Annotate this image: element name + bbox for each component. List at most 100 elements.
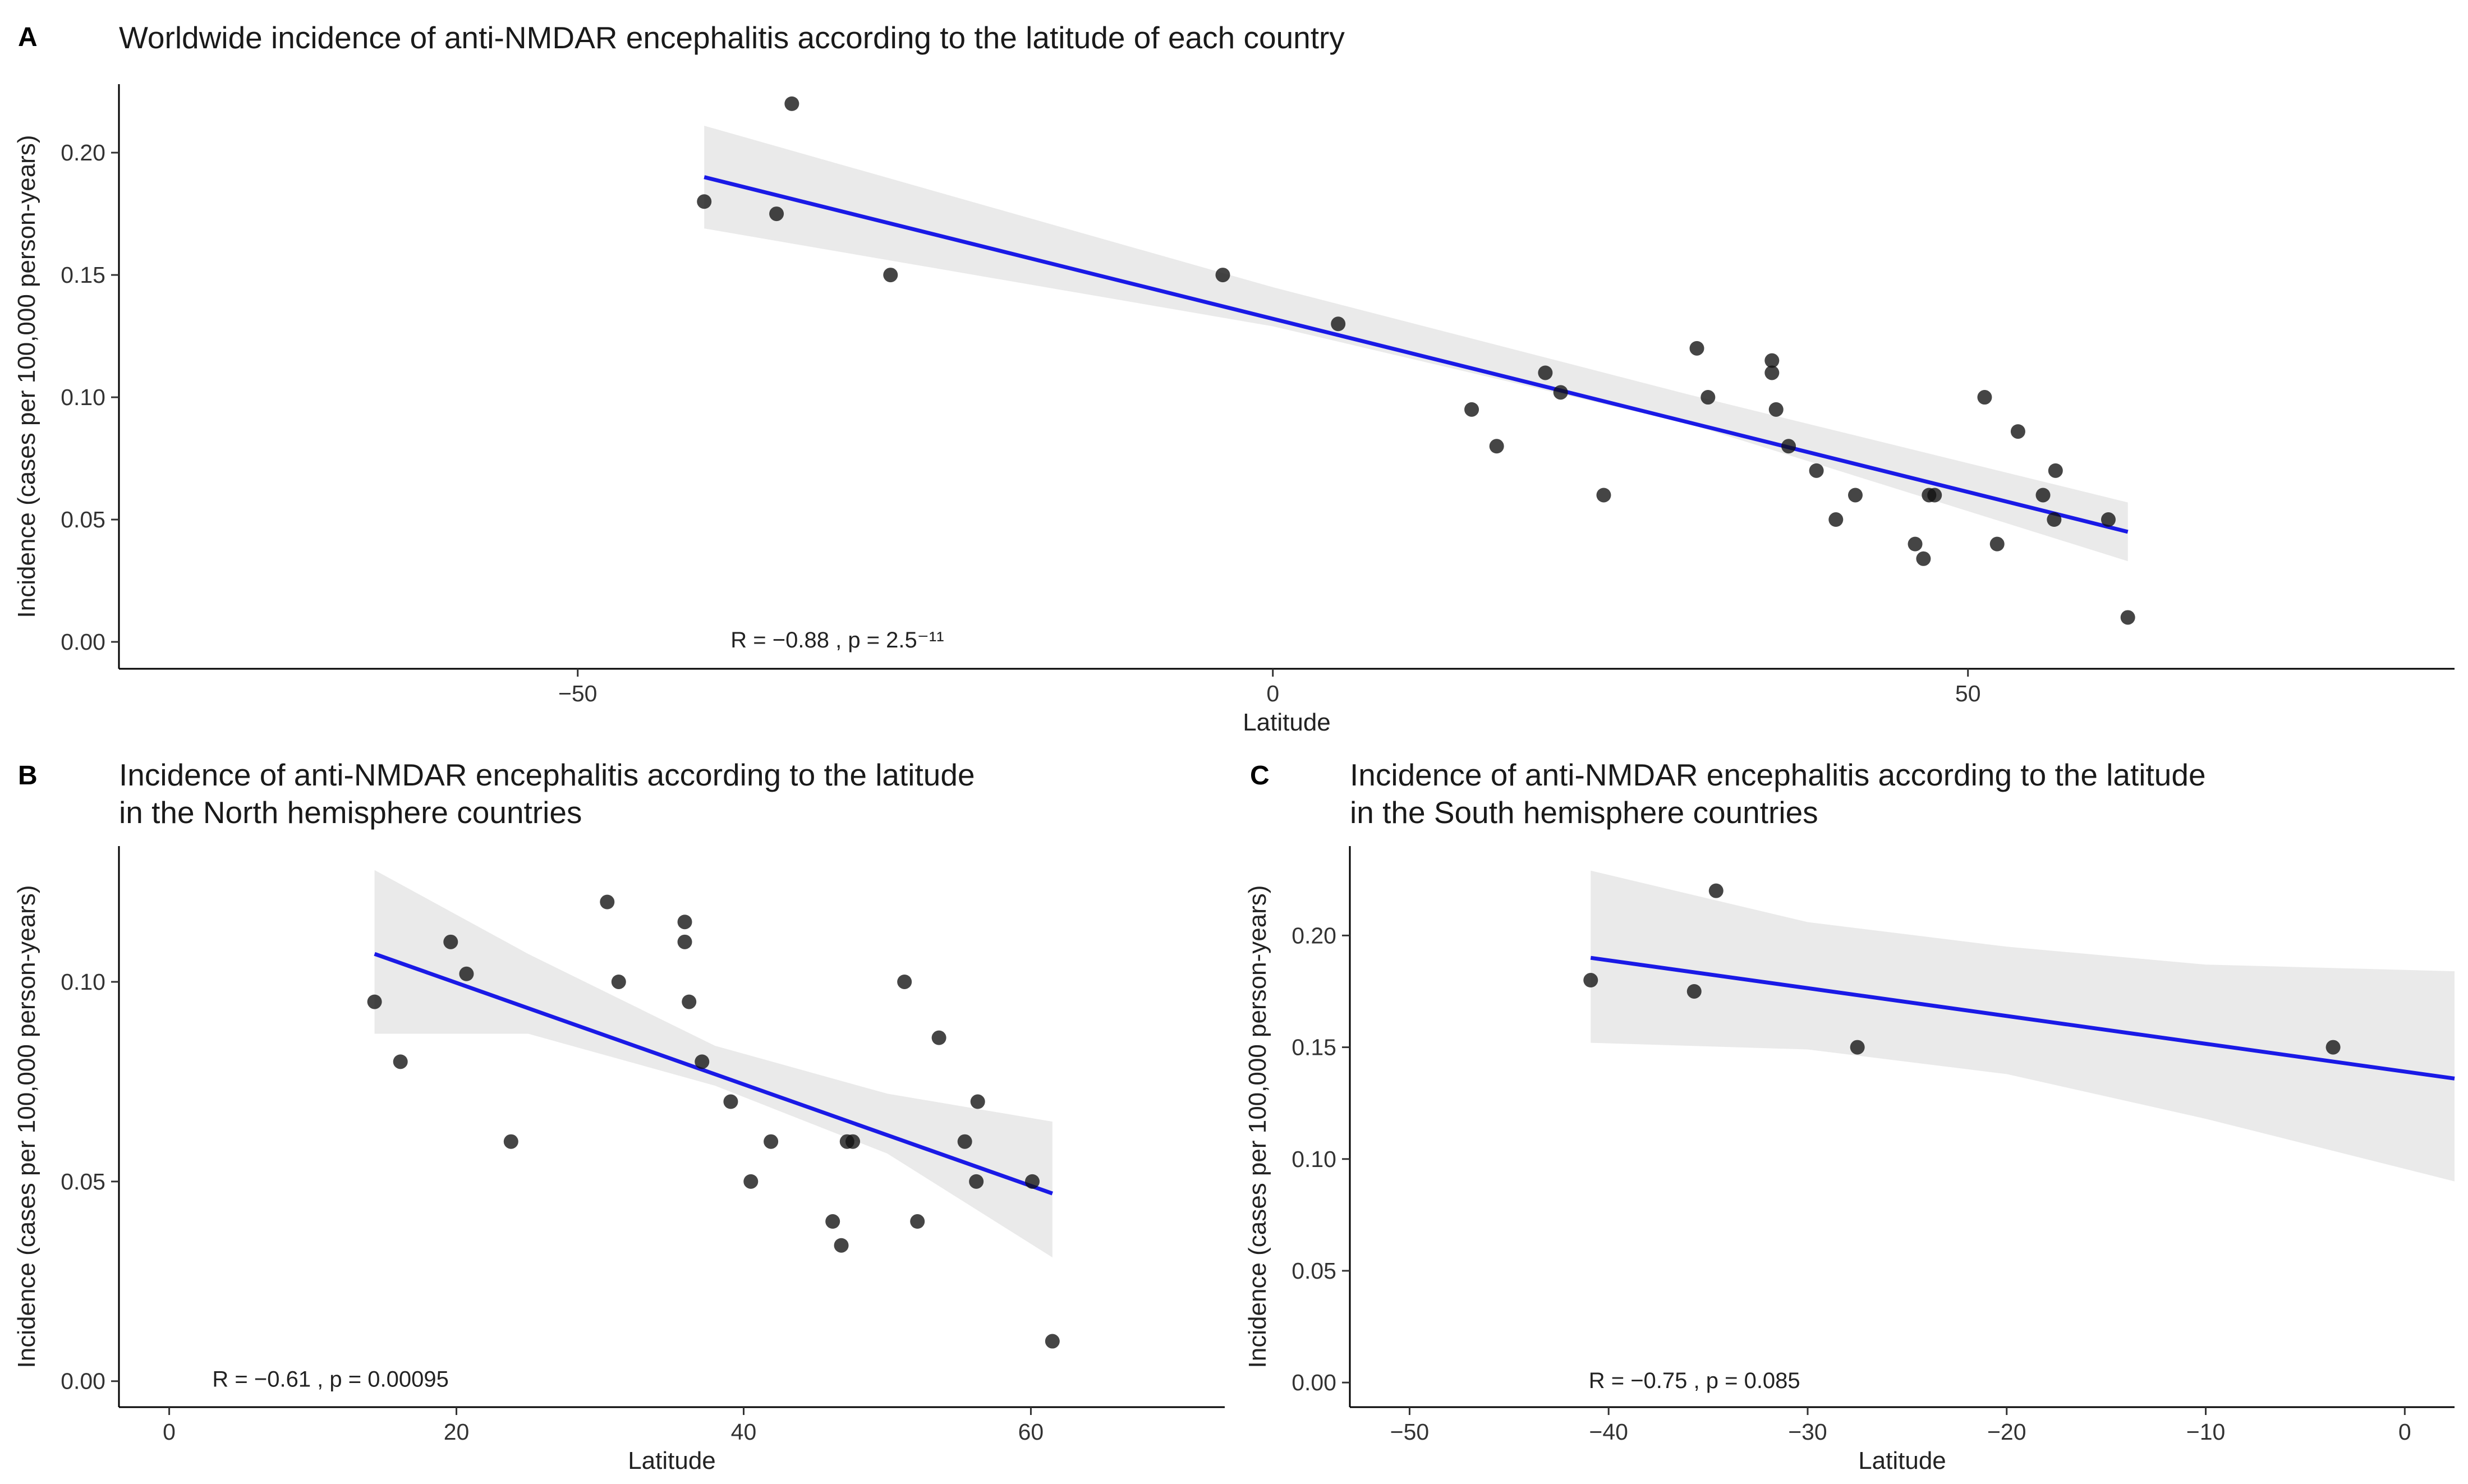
panel-c-confidence-band (1591, 870, 2455, 1182)
panel-c-x-tick-label-0: −50 (1390, 1419, 1430, 1445)
panel-b-data-point-23 (969, 1174, 984, 1189)
panel-a-data-point-15 (1768, 402, 1784, 417)
panel-b-y-tick-label-0: 0.00 (61, 1368, 105, 1394)
panel-a-data-point-14 (1764, 365, 1780, 380)
panel-a-data-point-25 (1989, 536, 2005, 552)
panel-b-data-point-14 (825, 1214, 840, 1229)
panel-a-data-point-10 (1596, 488, 1611, 503)
panel-letter-b: B (18, 761, 38, 791)
panel-b-x-axis-title: Latitude (628, 1447, 716, 1474)
panel-a-data-point-19 (1847, 488, 1863, 503)
panel-letter-c: C (1250, 761, 1270, 791)
panel-c-x-tick-label-1: −40 (1589, 1419, 1628, 1445)
panel-a-data-point-4 (1215, 268, 1230, 283)
panel-a-data-point-17 (1809, 463, 1824, 478)
panel-b-data-point-0 (367, 994, 382, 1009)
panel-a-y-tick-label-2: 0.10 (61, 384, 105, 410)
panel-a-data-point-20 (1908, 536, 1923, 552)
panel-a-y-axis-title: Incidence (cases per 100,000 person-year… (13, 135, 40, 618)
panel-a-correlation-label: R = −0.88 , p = 2.5⁻¹¹ (730, 628, 944, 653)
panel-c-data-point-2 (1708, 883, 1724, 898)
panel-b-title-line-2: in the North hemisphere countries (119, 795, 582, 830)
panel-b-data-point-1 (393, 1054, 408, 1069)
panel-a-data-point-12 (1701, 390, 1716, 405)
panel-b-x-tick-label-1: 20 (444, 1419, 470, 1445)
panel-a-data-point-21 (1916, 551, 1931, 566)
panel-b-y-tick-label-1: 0.05 (61, 1169, 105, 1194)
panel-b-data-point-8 (677, 934, 692, 949)
panel-a-data-point-11 (1689, 341, 1704, 356)
panel-b-data-point-5 (600, 894, 615, 909)
panel-b-plot-area: 0 20 40 60 0.00 0.05 0.10 Latitude Incidence (ca… (13, 846, 1225, 1474)
panel-a-data-point-3 (883, 268, 898, 283)
panel-a-regression-line (704, 175, 2129, 534)
panel-a-data-point-5 (1331, 316, 1346, 332)
panel-b-y-axis-title: Incidence (cases per 100,000 person-year… (13, 885, 40, 1368)
panel-b-data-point-25 (1045, 1334, 1060, 1349)
panel-c: C Incidence of anti-NMDAR encephalitis a… (1244, 757, 2455, 1474)
panel-a-data-point-6 (1464, 402, 1479, 417)
panel-b-regression-line (374, 952, 1053, 1196)
panel-a-data-point-0 (697, 194, 712, 209)
panel-a-x-tick-label-0: −50 (558, 681, 598, 706)
panel-c-data-point-0 (1583, 973, 1598, 988)
panel-b-data-point-12 (743, 1174, 759, 1189)
panel-c-title-line-1: Incidence of anti-NMDAR encephalitis acc… (1350, 757, 2206, 792)
panel-letter-a: A (18, 22, 38, 52)
panel-b-data-point-18 (897, 974, 912, 989)
panel-b-data-point-11 (723, 1094, 738, 1109)
panel-a-confidence-band (704, 126, 2128, 562)
panel-c-x-tick-label-5: 0 (2398, 1419, 2411, 1445)
panel-b-data-point-7 (677, 915, 692, 930)
panel-c-regression-line (1590, 955, 2455, 1081)
panel-a-y-tick-label-0: 0.00 (61, 629, 105, 655)
panel-b-data-point-6 (611, 974, 626, 989)
panel-a-data-point-7 (1489, 439, 1504, 454)
panel-c-y-tick-label-4: 0.20 (1292, 922, 1336, 948)
panel-b-data-point-10 (695, 1054, 710, 1069)
panel-b-data-point-2 (443, 934, 458, 949)
panel-a-data-point-9 (1553, 385, 1568, 400)
panel-b-data-point-9 (682, 994, 697, 1009)
panel-a-data-point-18 (1828, 512, 1844, 527)
panel-b-data-point-19 (910, 1214, 925, 1229)
panel-c-y-tick-label-3: 0.15 (1292, 1035, 1336, 1060)
panel-c-x-tick-label-4: −10 (2186, 1419, 2226, 1445)
panel-b-correlation-label: R = −0.61 , p = 0.00095 (212, 1367, 448, 1392)
panel-b-data-point-13 (764, 1134, 779, 1149)
panel-a-y-tick-label-3: 0.15 (61, 262, 105, 288)
panel-b-y-tick-label-2: 0.10 (61, 969, 105, 995)
panel-a-x-tick-label-2: 50 (1955, 681, 1981, 706)
panel-a-data-point-31 (2120, 610, 2135, 625)
panel-a-data-point-27 (2035, 488, 2051, 503)
panel-a-data-point-2 (784, 96, 799, 111)
panel-b-data-point-22 (970, 1094, 985, 1109)
panel-a-data-point-24 (1977, 390, 1992, 405)
panel-a-y-tick-label-1: 0.05 (61, 507, 105, 532)
panel-b-confidence-band (374, 870, 1053, 1258)
panel-a-data-point-16 (1781, 439, 1796, 454)
panel-c-x-axis-title: Latitude (1858, 1447, 1946, 1474)
panel-a-y-tick-label-4: 0.20 (61, 140, 105, 166)
panel-c-y-tick-label-1: 0.05 (1292, 1258, 1336, 1284)
panel-c-plot-area: −50 −40 −30 −20 −10 0 0.00 0.05 0.10 0.15 0.20 Lati… (1244, 846, 2455, 1474)
panel-a: A Worldwide incidence of anti-NMDAR ence… (13, 20, 2455, 736)
panel-a-data-point-26 (2010, 424, 2025, 439)
panel-a-x-axis-title: Latitude (1243, 709, 1331, 736)
panel-c-x-tick-label-3: −20 (1987, 1419, 2026, 1445)
panel-a-data-point-29 (2047, 512, 2062, 527)
panel-c-title-line-2: in the South hemisphere countries (1350, 795, 1818, 830)
panel-c-y-tick-label-2: 0.10 (1292, 1146, 1336, 1172)
panel-c-data-point-3 (1850, 1040, 1865, 1055)
panel-b: B Incidence of anti-NMDAR encephalitis a… (13, 757, 1225, 1474)
panel-b-data-point-17 (845, 1134, 861, 1149)
panel-b-data-point-15 (834, 1238, 849, 1253)
panel-a-data-point-23 (1927, 488, 1942, 503)
panel-b-x-tick-label-3: 60 (1018, 1419, 1044, 1445)
panel-c-data-point-4 (2325, 1040, 2341, 1055)
panel-a-data-point-1 (769, 206, 784, 222)
panel-c-x-tick-label-2: −30 (1788, 1419, 1827, 1445)
panel-a-data-point-28 (2048, 463, 2063, 478)
panel-c-y-tick-label-0: 0.00 (1292, 1370, 1336, 1395)
